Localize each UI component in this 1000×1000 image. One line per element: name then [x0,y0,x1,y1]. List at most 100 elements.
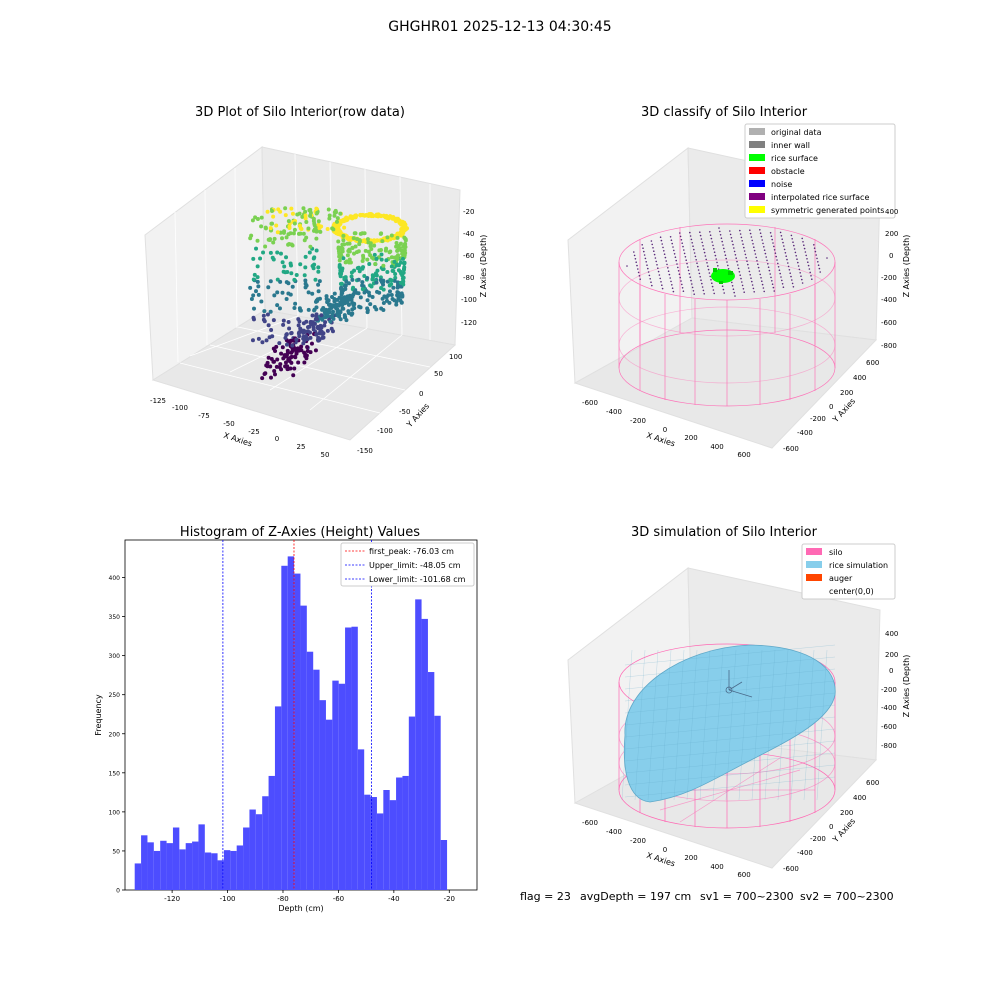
data-point [327,307,332,312]
data-point [400,293,405,298]
data-point [311,256,316,261]
grid-point [680,280,682,282]
data-point [319,325,324,330]
grid-point [666,263,668,266]
data-point [259,299,264,304]
data-point [352,251,357,256]
grid-point [671,287,674,290]
grid-point [757,263,759,266]
grid-point [701,286,704,288]
y-tick: -600 [783,445,799,453]
grid-point [741,281,743,283]
histogram-bar [402,775,409,890]
grid-point [653,250,655,252]
data-point [251,293,256,298]
data-point [303,265,308,270]
data-point [343,286,348,291]
histogram-bar [166,843,173,890]
histogram-bar [192,841,199,890]
grid-point [759,229,761,231]
grid-lines [174,153,431,414]
grid-point [692,245,694,247]
flag-text: flag = 23 [520,890,571,903]
histogram-bar [268,775,275,890]
grid-point [693,252,696,254]
data-point [402,242,407,247]
grid-point [738,271,741,273]
data-point [274,364,279,369]
data-point [350,215,355,221]
histogram-bar [249,809,256,890]
data-point [351,292,356,297]
grid-point [647,271,650,273]
grid-point [718,227,720,229]
grid-point [713,251,716,253]
grid-point [773,249,776,251]
y-tick-label: 350 [109,614,121,621]
grid-point [683,249,685,251]
data-point [342,298,347,303]
grid-point [651,284,653,287]
data-point [270,255,275,260]
floor-pane [151,309,457,441]
data-point [267,335,272,340]
data-point [269,327,274,332]
histogram-bar [421,618,428,890]
data-point [327,213,332,218]
grid-point [707,268,710,271]
grid-point [719,230,721,233]
grid-point [715,258,717,260]
grid-point [791,282,794,285]
y-axis-ticks: 0 50 100 150 200 250 300 350 400 [109,575,125,895]
data-point [319,313,324,318]
data-point [254,246,259,251]
data-point [298,308,303,313]
grid-point [782,286,785,289]
grid-point [679,232,681,234]
data-point [356,277,361,282]
panel-raw-3d: 3D Plot of Silo Interior(row data) -125 … [144,105,488,459]
grid-point [717,265,719,267]
x-tick: 200 [684,854,697,862]
grid-point [648,274,651,277]
histogram-bar [134,863,142,890]
grid-point [802,241,804,243]
histogram-bar [141,835,148,890]
data-point [385,235,390,240]
grid-point [700,238,703,240]
grid-point [711,282,713,285]
data-point [395,235,400,240]
data-point [395,248,400,253]
grid-point [817,261,819,263]
grid-point [690,279,692,282]
sv1-text: sv1 = 700~2300 [700,890,794,903]
data-point [333,210,338,215]
grid-point [677,270,680,272]
data-point [264,338,269,343]
data-point [338,211,343,216]
grid-point [727,264,729,267]
data-point [251,315,256,320]
data-point [379,252,384,257]
data-point [268,375,273,380]
data-point [349,274,354,279]
data-point [301,206,306,211]
data-point [374,280,379,285]
grid-point [778,269,781,272]
data-point [332,291,337,296]
grid-point [679,235,682,238]
data-point [325,328,330,333]
data-point [270,209,275,214]
y-tick-label: 50 [112,848,120,855]
data-point [324,294,329,299]
status-footer: flag = 23 avgDepth = 197 cm sv1 = 700~23… [520,890,894,903]
grid-point [805,254,807,257]
data-point [365,275,370,280]
grid-point [736,260,738,263]
legend-classify: original data inner wall rice surface ob… [744,123,896,219]
data-point [347,257,352,262]
grid-point [741,240,743,242]
grid-point [806,258,808,260]
data-point [280,260,285,265]
histogram-bar [179,849,186,890]
